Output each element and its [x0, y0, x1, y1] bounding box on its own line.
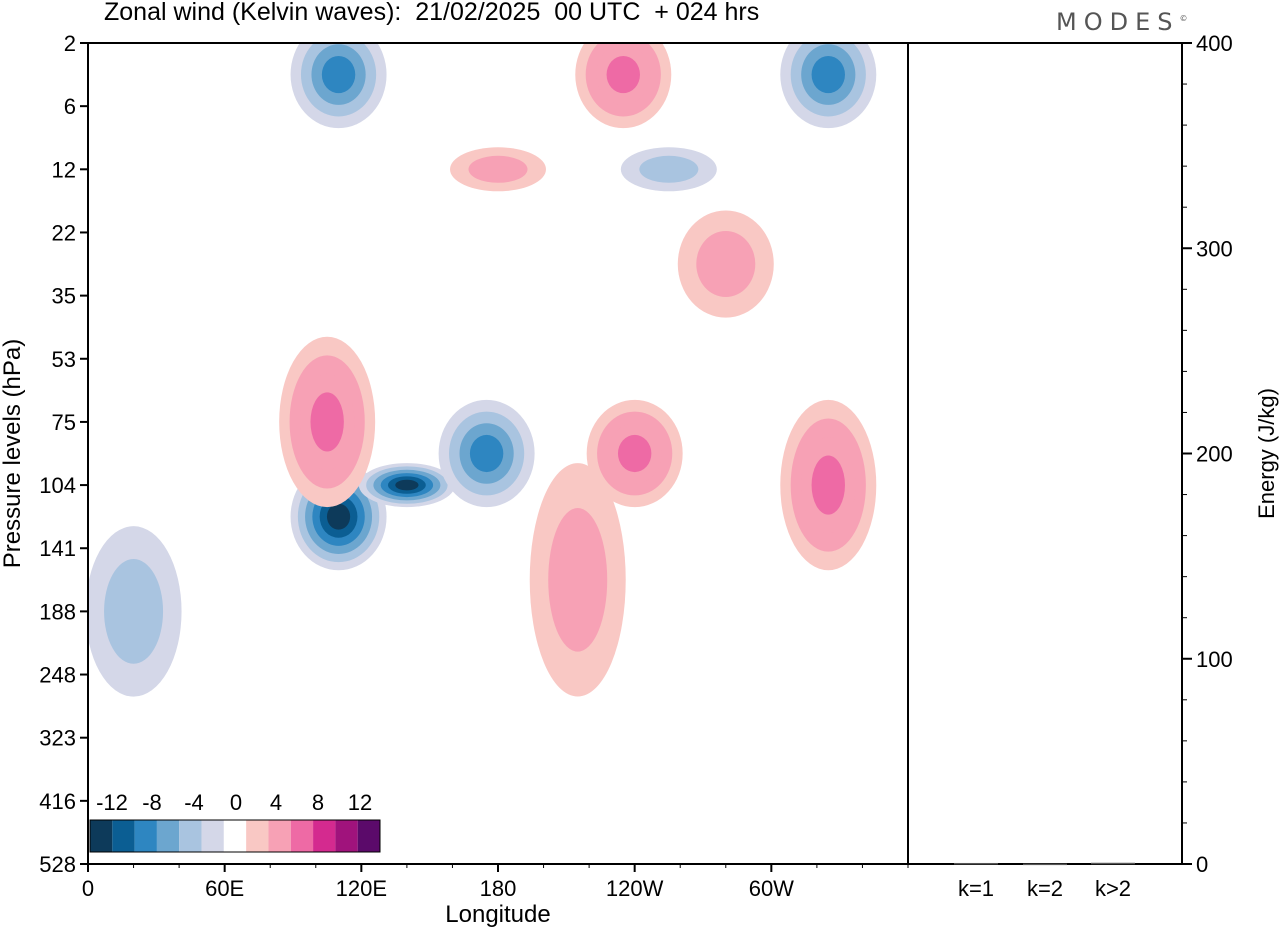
colorbar-swatch: [357, 820, 380, 852]
energy-frame: [907, 42, 1183, 865]
colorbar-label: -12: [96, 790, 128, 815]
brand-text: MODES: [1056, 8, 1180, 36]
y-tick-label: 75: [52, 410, 76, 435]
y-tick-label: 528: [39, 852, 76, 877]
y-tick-label: 12: [52, 157, 76, 182]
y-tick-label: 188: [39, 599, 76, 624]
x-tick-label: 180: [480, 876, 517, 901]
x-tick-label: 60E: [205, 876, 244, 901]
energy-tick-label: 100: [1196, 647, 1233, 672]
y-tick-label: 141: [39, 536, 76, 561]
energy-bar-k=2: [1023, 863, 1067, 866]
y-tick-label: 2: [64, 31, 76, 56]
colorbar-label: 8: [312, 790, 324, 815]
energy-category-label: k>2: [1095, 876, 1131, 901]
y-axis-label: Pressure levels (hPa): [0, 339, 26, 568]
colorbar-swatch: [223, 820, 247, 852]
brand-mark: ©: [1179, 14, 1188, 23]
x-tick-label: 120E: [336, 876, 387, 901]
colorbar-swatch: [246, 820, 269, 852]
energy-bar-k>2: [1091, 862, 1135, 865]
colorbar-swatch: [201, 820, 224, 852]
colorbar-label: 0: [230, 790, 242, 815]
contour-negative-0-level-12: [326, 503, 351, 530]
colorbar-swatch: [112, 820, 135, 852]
chart-title: Zonal wind (Kelvin waves): 21/02/2025 00…: [104, 0, 760, 26]
contour-layer: [88, 43, 877, 697]
contour-positive-10-level-8: [310, 392, 344, 452]
colorbar-swatch: [156, 820, 180, 852]
y-tick-label: 6: [64, 94, 76, 119]
energy-tick-label: 0: [1196, 852, 1208, 877]
contour-negative-2-level-8: [469, 434, 504, 473]
brand-logo: MODES©: [1056, 8, 1187, 36]
colorbar-swatch: [134, 820, 157, 852]
colorbar-swatch: [90, 820, 113, 852]
colorbar-label: 4: [270, 790, 282, 815]
y-tick-label: 323: [39, 726, 76, 751]
y-tick-label: 248: [39, 663, 76, 688]
colorbar-swatch: [335, 820, 358, 852]
energy-tick-label: 400: [1196, 31, 1233, 56]
energy-bar-k=1: [954, 862, 998, 865]
colorbar-frame: [89, 819, 381, 853]
energy-axis-label: Energy (J/kg): [1254, 388, 1279, 519]
x-axis-label: Longitude: [445, 901, 550, 928]
contour-positive-8-level-4: [548, 508, 608, 652]
x-tick-label: 120W: [606, 876, 664, 901]
contour-positive-7-level-8: [617, 434, 652, 473]
colorbar-swatch: [290, 820, 314, 852]
contour-negative-5-level-8: [811, 55, 845, 94]
energy-tick-label: 200: [1196, 442, 1233, 467]
colorbar-label: -8: [142, 790, 162, 815]
x-tick-label: 0: [82, 876, 94, 901]
contour-negative-4-level-8: [321, 55, 356, 94]
colorbar-swatch: [313, 820, 336, 852]
colorbar-swatch: [268, 820, 291, 852]
contour-positive-13-level-4: [696, 231, 756, 298]
energy-category-label: k=1: [958, 876, 994, 901]
energy-category-label: k=2: [1027, 876, 1063, 901]
contour-negative-6-level-4: [639, 155, 699, 183]
contour-positive-12-level-4: [468, 155, 528, 183]
contour-positive-9-level-8: [811, 455, 845, 515]
y-tick-label: 53: [52, 347, 76, 372]
colorbar-swatch: [179, 820, 202, 852]
contour-negative-3-level-4: [104, 558, 164, 664]
x-tick-label: 60W: [749, 876, 794, 901]
contour-positive-11-level-8: [606, 55, 640, 94]
y-tick-label: 22: [52, 220, 76, 245]
colorbar-label: 12: [348, 790, 372, 815]
contour-negative-1-level-12: [395, 479, 419, 491]
y-tick-label: 35: [52, 284, 76, 309]
y-tick-label: 416: [39, 789, 76, 814]
energy-tick-label: 300: [1196, 236, 1233, 261]
y-tick-label: 104: [39, 473, 76, 498]
colorbar-label: -4: [184, 790, 204, 815]
